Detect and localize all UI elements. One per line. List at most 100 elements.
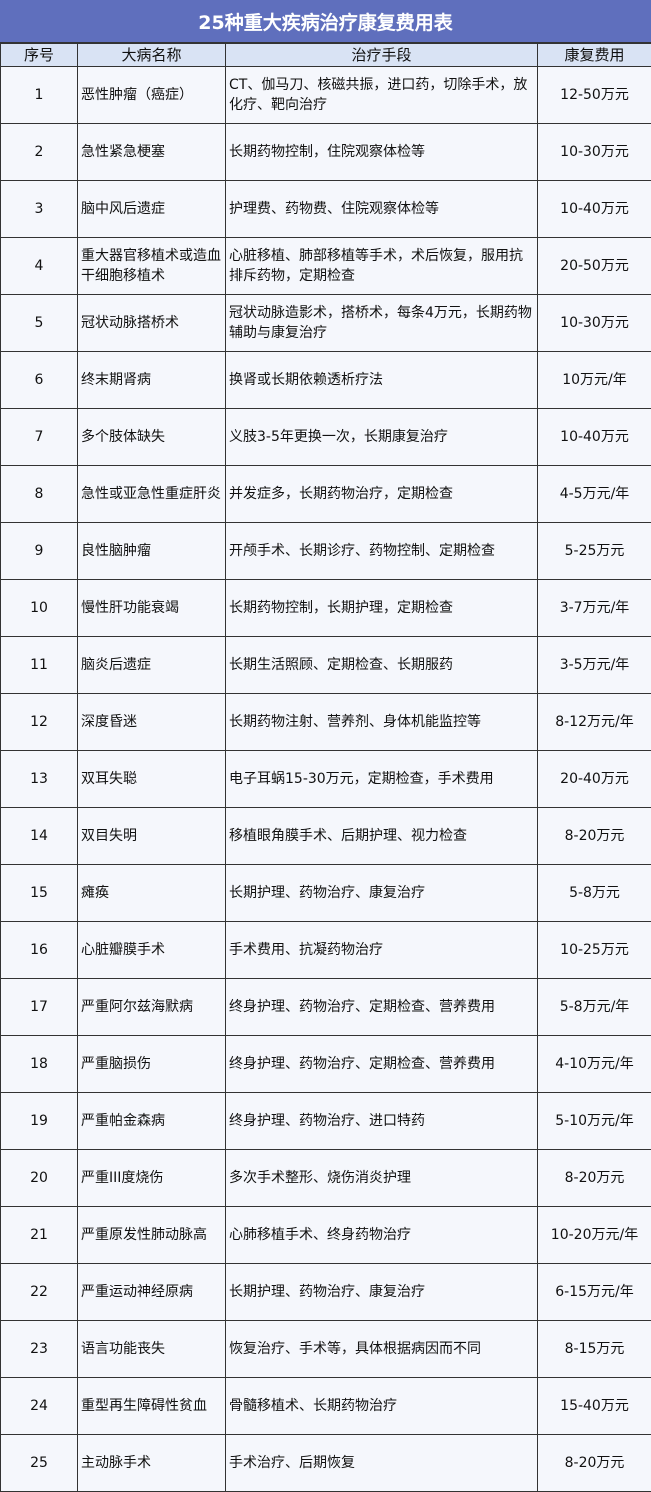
table-row: 19 严重帕金森病 终身护理、药物治疗、进口特药 5-10万元/年 (0, 1092, 651, 1150)
cell-disease: 脑炎后遗症 (77, 636, 226, 694)
cell-cost: 10-40万元 (537, 408, 651, 466)
cell-disease: 严重III度烧伤 (77, 1149, 226, 1207)
cell-cost: 3-5万元/年 (537, 636, 651, 694)
table-row: 7 多个肢体缺失 义肢3-5年更换一次，长期康复治疗 10-40万元 (0, 408, 651, 466)
cell-index: 11 (0, 636, 78, 694)
cell-cost: 10-25万元 (537, 921, 651, 979)
cell-index: 12 (0, 693, 78, 751)
cell-index: 9 (0, 522, 78, 580)
cell-treatment: 长期药物控制，长期护理，定期检查 (225, 579, 538, 637)
table-row: 14 双目失明 移植眼角膜手术、后期护理、视力检查 8-20万元 (0, 807, 651, 865)
cell-index: 21 (0, 1206, 78, 1264)
header-row: 序号 大病名称 治疗手段 康复费用 (0, 43, 651, 67)
cell-cost: 10-30万元 (537, 294, 651, 352)
cell-cost: 5-8万元/年 (537, 978, 651, 1036)
table-row: 20 严重III度烧伤 多次手术整形、烧伤消炎护理 8-20万元 (0, 1149, 651, 1207)
cell-disease: 重型再生障碍性贫血 (77, 1377, 226, 1435)
cell-treatment: 终身护理、药物治疗、定期检查、营养费用 (225, 978, 538, 1036)
cell-cost: 6-15万元/年 (537, 1263, 651, 1321)
cell-cost: 5-25万元 (537, 522, 651, 580)
cell-cost: 3-7万元/年 (537, 579, 651, 637)
cell-treatment: 电子耳蜗15-30万元，定期检查，手术费用 (225, 750, 538, 808)
cell-index: 22 (0, 1263, 78, 1321)
cell-cost: 10-30万元 (537, 123, 651, 181)
cell-treatment: 终身护理、药物治疗、定期检查、营养费用 (225, 1035, 538, 1093)
cell-disease: 恶性肿瘤（癌症） (77, 66, 226, 124)
table-row: 6 终末期肾病 换肾或长期依赖透析疗法 10万元/年 (0, 351, 651, 409)
cell-index: 16 (0, 921, 78, 979)
table-row: 4 重大器官移植术或造血干细胞移植术 心脏移植、肺部移植等手术，术后恢复，服用抗排斥… (0, 237, 651, 295)
cell-treatment: 手术费用、抗凝药物治疗 (225, 921, 538, 979)
cell-cost: 20-50万元 (537, 237, 651, 295)
cell-treatment: 心脏移植、肺部移植等手术，术后恢复，服用抗排斥药物，定期检查 (225, 237, 538, 295)
cell-disease: 主动脉手术 (77, 1434, 226, 1492)
cell-treatment: 护理费、药物费、住院观察体检等 (225, 180, 538, 238)
table-row: 25 主动脉手术 手术治疗、后期恢复 8-20万元 (0, 1434, 651, 1492)
cell-cost: 5-10万元/年 (537, 1092, 651, 1150)
cell-disease: 急性紧急梗塞 (77, 123, 226, 181)
cell-treatment: 长期护理、药物治疗、康复治疗 (225, 1263, 538, 1321)
cell-disease: 严重脑损伤 (77, 1035, 226, 1093)
cell-cost: 8-20万元 (537, 807, 651, 865)
cell-cost: 12-50万元 (537, 66, 651, 124)
cell-treatment: 手术治疗、后期恢复 (225, 1434, 538, 1492)
header-disease: 大病名称 (77, 43, 226, 67)
cell-index: 20 (0, 1149, 78, 1207)
table-row: 15 瘫痪 长期护理、药物治疗、康复治疗 5-8万元 (0, 864, 651, 922)
cell-index: 6 (0, 351, 78, 409)
table-row: 21 严重原发性肺动脉高 心肺移植手术、终身药物治疗 10-20万元/年 (0, 1206, 651, 1264)
header-treatment: 治疗手段 (225, 43, 538, 67)
cell-treatment: 恢复治疗、手术等，具体根据病因而不同 (225, 1320, 538, 1378)
cell-cost: 8-20万元 (537, 1149, 651, 1207)
cell-treatment: 骨髓移植术、长期药物治疗 (225, 1377, 538, 1435)
table-row: 12 深度昏迷 长期药物注射、营养剂、身体机能监控等 8-12万元/年 (0, 693, 651, 751)
header-cost: 康复费用 (537, 43, 651, 67)
cell-treatment: 冠状动脉造影术，搭桥术，每条4万元，长期药物辅助与康复治疗 (225, 294, 538, 352)
cell-index: 1 (0, 66, 78, 124)
table-row: 5 冠状动脉搭桥术 冠状动脉造影术，搭桥术，每条4万元，长期药物辅助与康复治疗 10-… (0, 294, 651, 352)
table-row: 1 恶性肿瘤（癌症） CT、伽马刀、核磁共振，进口药，切除手术，放化疗、靶向治疗 12… (0, 66, 651, 124)
cell-treatment: 心肺移植手术、终身药物治疗 (225, 1206, 538, 1264)
cell-treatment: 终身护理、药物治疗、进口特药 (225, 1092, 538, 1150)
cell-disease: 良性脑肿瘤 (77, 522, 226, 580)
cell-index: 7 (0, 408, 78, 466)
cell-treatment: 义肢3-5年更换一次，长期康复治疗 (225, 408, 538, 466)
cell-treatment: 多次手术整形、烧伤消炎护理 (225, 1149, 538, 1207)
cell-index: 19 (0, 1092, 78, 1150)
cell-cost: 15-40万元 (537, 1377, 651, 1435)
cell-disease: 双目失明 (77, 807, 226, 865)
cell-treatment: 换肾或长期依赖透析疗法 (225, 351, 538, 409)
cell-index: 18 (0, 1035, 78, 1093)
table-row: 2 急性紧急梗塞 长期药物控制，住院观察体检等 10-30万元 (0, 123, 651, 181)
cell-index: 25 (0, 1434, 78, 1492)
cell-cost: 8-20万元 (537, 1434, 651, 1492)
cell-treatment: 长期药物注射、营养剂、身体机能监控等 (225, 693, 538, 751)
cell-cost: 20-40万元 (537, 750, 651, 808)
table-row: 8 急性或亚急性重症肝炎 并发症多，长期药物治疗，定期检查 4-5万元/年 (0, 465, 651, 523)
cell-disease: 严重阿尔兹海默病 (77, 978, 226, 1036)
table-row: 16 心脏瓣膜手术 手术费用、抗凝药物治疗 10-25万元 (0, 921, 651, 979)
header-index: 序号 (0, 43, 78, 67)
cell-disease: 深度昏迷 (77, 693, 226, 751)
cost-table: 序号 大病名称 治疗手段 康复费用 1 恶性肿瘤（癌症） CT、伽马刀、核磁共振，进… (0, 43, 651, 1492)
cell-treatment: 长期生活照顾、定期检查、长期服药 (225, 636, 538, 694)
cell-index: 4 (0, 237, 78, 295)
cell-index: 13 (0, 750, 78, 808)
cell-index: 5 (0, 294, 78, 352)
table-row: 10 慢性肝功能衰竭 长期药物控制，长期护理，定期检查 3-7万元/年 (0, 579, 651, 637)
cell-disease: 双耳失聪 (77, 750, 226, 808)
cell-cost: 8-12万元/年 (537, 693, 651, 751)
cell-disease: 瘫痪 (77, 864, 226, 922)
table-row: 23 语言功能丧失 恢复治疗、手术等，具体根据病因而不同 8-15万元 (0, 1320, 651, 1378)
cell-cost: 10-40万元 (537, 180, 651, 238)
cell-treatment: 长期护理、药物治疗、康复治疗 (225, 864, 538, 922)
cell-index: 24 (0, 1377, 78, 1435)
cell-disease: 慢性肝功能衰竭 (77, 579, 226, 637)
cell-disease: 冠状动脉搭桥术 (77, 294, 226, 352)
cell-disease: 严重帕金森病 (77, 1092, 226, 1150)
table-title: 25种重大疾病治疗康复费用表 (0, 0, 651, 43)
cell-disease: 语言功能丧失 (77, 1320, 226, 1378)
cell-treatment: 开颅手术、长期诊疗、药物控制、定期检查 (225, 522, 538, 580)
table-row: 13 双耳失聪 电子耳蜗15-30万元，定期检查，手术费用 20-40万元 (0, 750, 651, 808)
table-row: 22 严重运动神经原病 长期护理、药物治疗、康复治疗 6-15万元/年 (0, 1263, 651, 1321)
